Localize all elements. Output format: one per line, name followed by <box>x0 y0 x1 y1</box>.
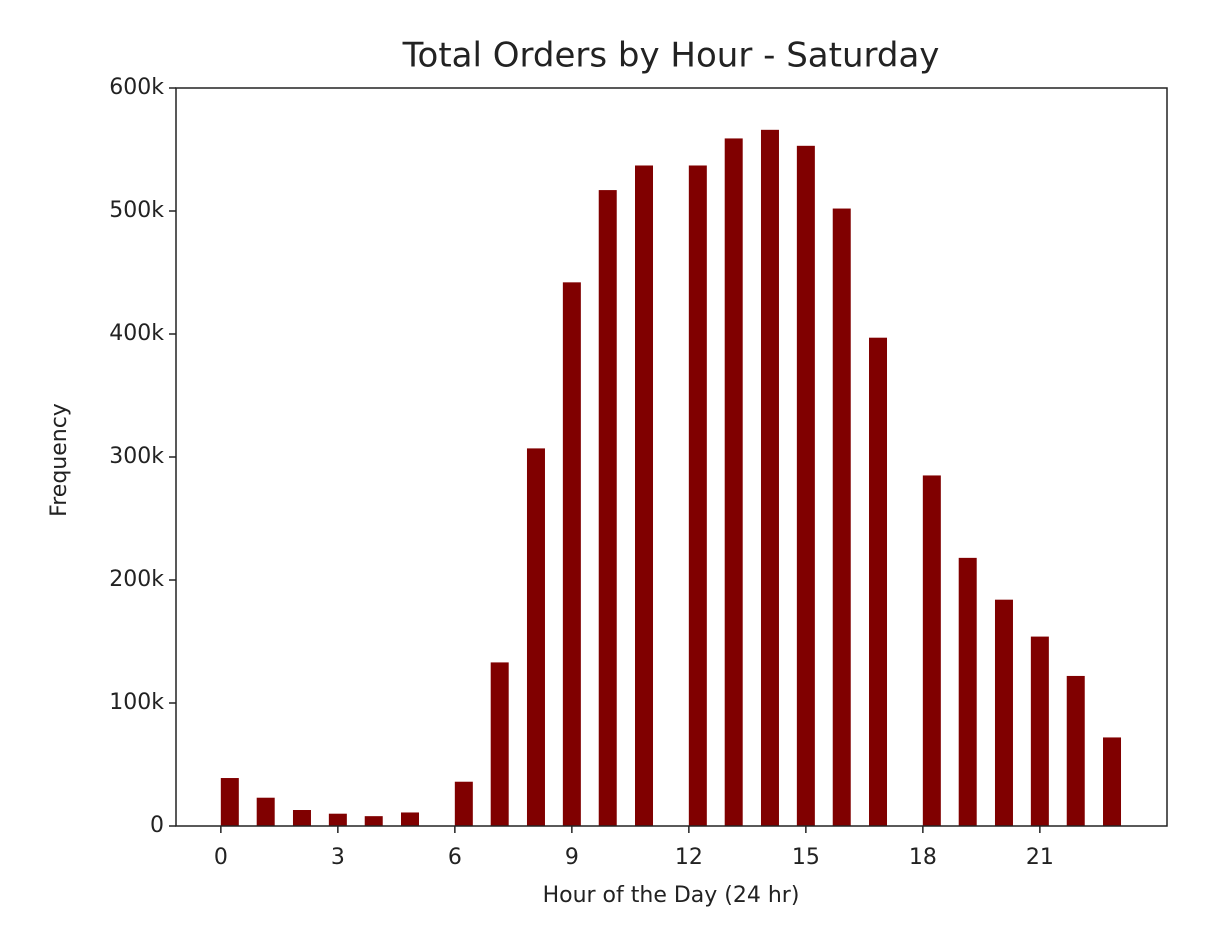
bar <box>922 475 941 826</box>
bar <box>454 781 473 826</box>
bar <box>1066 675 1085 826</box>
bar <box>401 812 420 826</box>
bar <box>1103 737 1122 826</box>
x-axis-label: Hour of the Day (24 hr) <box>543 883 800 908</box>
bar <box>1030 636 1049 826</box>
y-tick-label: 0 <box>150 813 164 838</box>
bar <box>256 797 275 826</box>
x-tick-label: 21 <box>1026 845 1054 870</box>
bar <box>635 165 654 827</box>
bar <box>994 599 1013 826</box>
bar <box>832 208 851 827</box>
y-tick-label: 600k <box>109 75 164 100</box>
bar <box>328 813 347 826</box>
bar <box>796 145 815 826</box>
y-tick-label: 500k <box>109 198 164 223</box>
bar <box>958 557 977 826</box>
bar <box>364 816 383 826</box>
bar <box>869 337 888 826</box>
bar <box>490 662 509 826</box>
bar <box>562 282 581 827</box>
x-tick-label: 15 <box>792 845 820 870</box>
x-tick-label: 12 <box>675 845 703 870</box>
x-tick-label: 3 <box>331 845 345 870</box>
x-tick-label: 6 <box>448 845 462 870</box>
y-tick-label: 300k <box>109 444 164 469</box>
chart-title: Total Orders by Hour - Saturday <box>402 36 940 76</box>
bar <box>724 138 743 826</box>
y-tick-label: 400k <box>109 321 164 346</box>
bar <box>760 129 779 826</box>
bar <box>526 448 545 826</box>
bar <box>598 190 617 827</box>
x-tick-label: 18 <box>909 845 937 870</box>
x-tick-label: 0 <box>214 845 228 870</box>
y-tick-label: 200k <box>109 567 164 592</box>
y-tick-label: 100k <box>109 690 164 715</box>
plot-frame <box>175 87 1168 827</box>
bar <box>688 165 707 827</box>
bar <box>292 810 311 826</box>
x-tick-label: 9 <box>565 845 579 870</box>
bar <box>220 778 239 826</box>
y-axis-label: Frequency <box>47 403 72 517</box>
